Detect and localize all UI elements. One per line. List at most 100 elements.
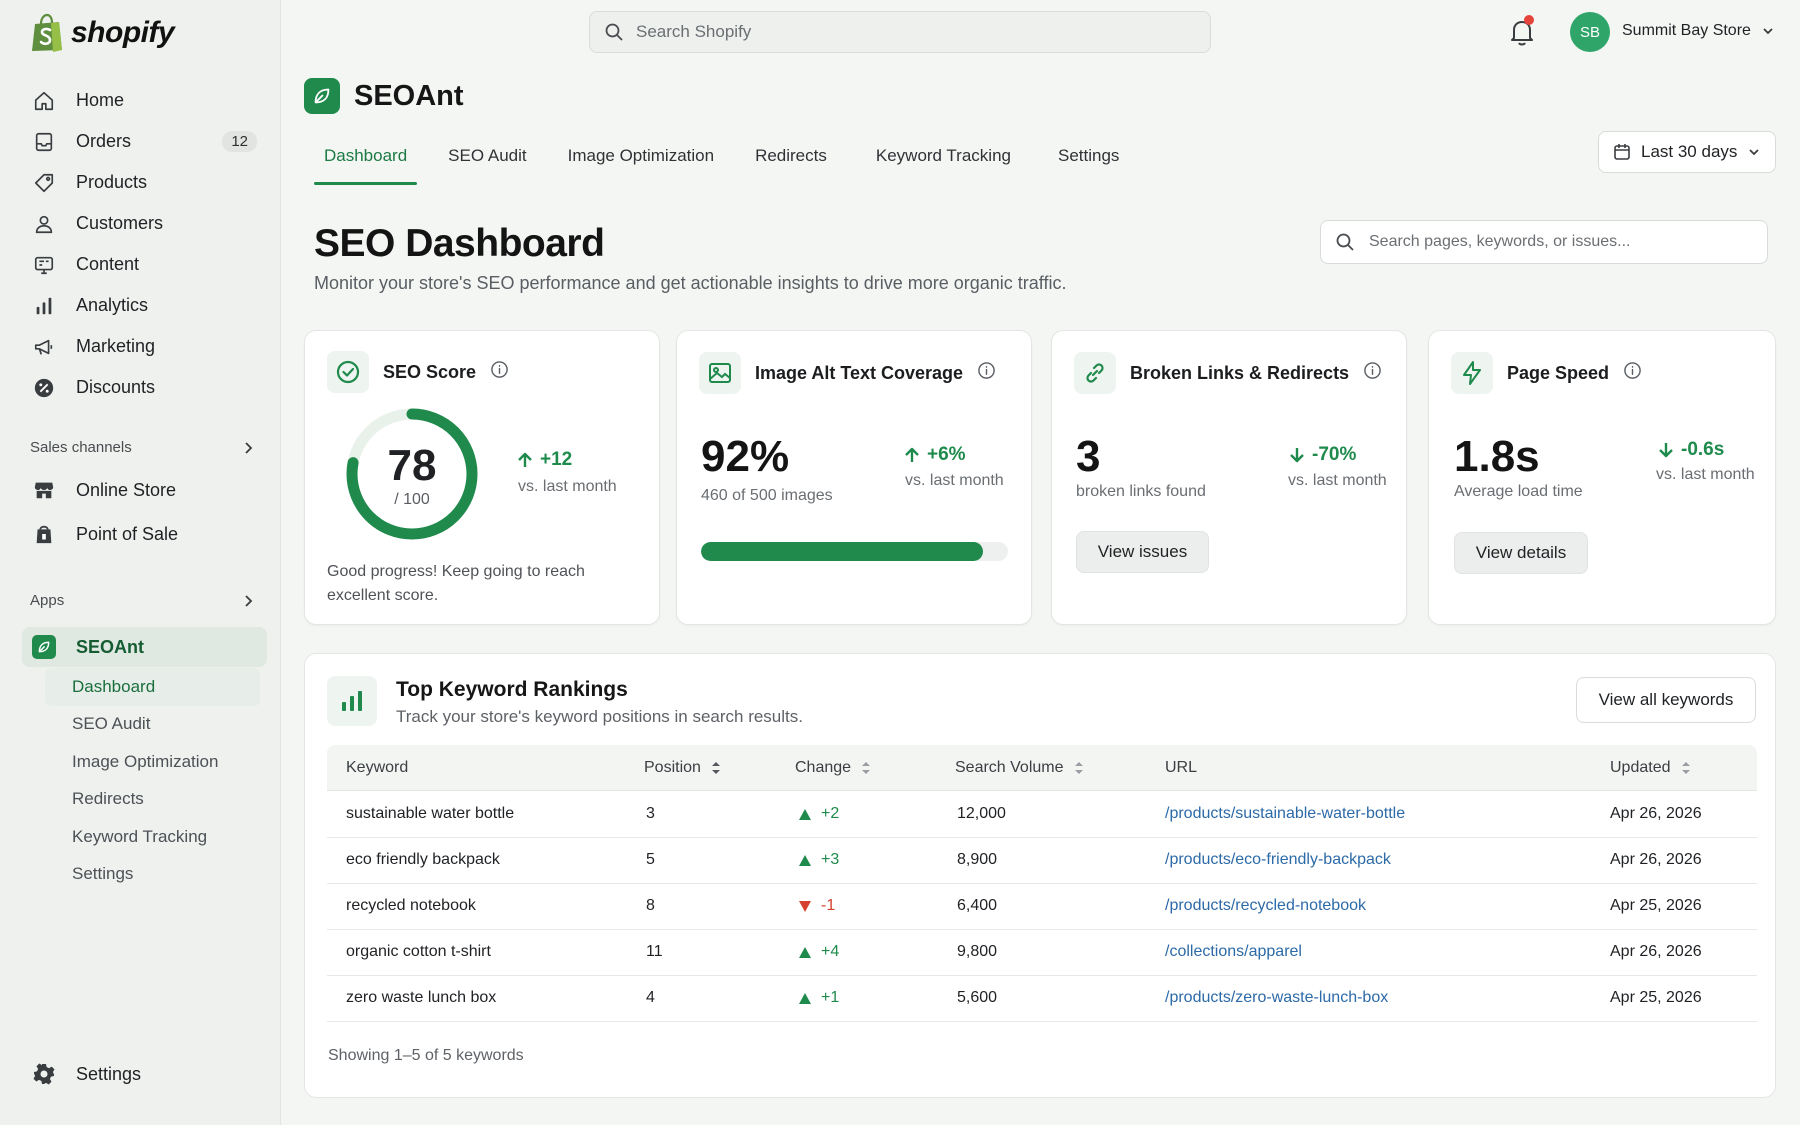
sidebar-item-label: Marketing	[76, 336, 156, 356]
tab-settings[interactable]: Settings	[1058, 146, 1120, 165]
cell-volume: 12,000	[957, 805, 1006, 822]
subnav-settings[interactable]: Settings	[72, 864, 134, 884]
cell-change: +1	[799, 989, 839, 1007]
cell-updated: Apr 26, 2026	[1610, 943, 1702, 960]
cell-change: -1	[799, 897, 835, 915]
link-icon	[1074, 352, 1116, 394]
table-row[interactable]: recycled notebook 8 -1 6,400 /products/r…	[327, 884, 1757, 930]
global-search-input[interactable]: Search Shopify	[589, 11, 1211, 53]
sidebar-item-label: Online Store	[76, 479, 177, 500]
apps-header[interactable]: Apps	[30, 592, 256, 609]
sidebar-item-label: Analytics	[76, 295, 149, 315]
subnav-redirects[interactable]: Redirects	[72, 789, 144, 809]
cell-url-link[interactable]: /products/sustainable-water-bottle	[1165, 805, 1406, 822]
sidebar-item-settings[interactable]: Settings	[32, 1062, 141, 1086]
keyword-rankings-title: Top Keyword Rankings	[396, 678, 628, 701]
view-details-button[interactable]: View details	[1454, 532, 1588, 574]
tab-image-optimization[interactable]: Image Optimization	[567, 146, 715, 165]
sidebar-item-home[interactable]: Home	[22, 80, 267, 121]
sidebar: shopify Home Orders 12 Products Customer…	[0, 0, 281, 1125]
sales-channels-label: Sales channels	[30, 439, 132, 456]
broken-links-title: Broken Links & Redirects	[1130, 362, 1350, 383]
subnav-keyword-tracking[interactable]: Keyword Tracking	[72, 826, 208, 846]
column-header-url: URL	[1165, 759, 1197, 777]
tab-seo-audit[interactable]: SEO Audit	[448, 146, 527, 165]
shopify-logo[interactable]: shopify	[29, 13, 175, 53]
seo-score-note: Good progress! Keep going to reach excel…	[327, 563, 585, 604]
subnav-seo-audit[interactable]: SEO Audit	[72, 714, 151, 734]
table-row[interactable]: zero waste lunch box 4 +1 5,600 /product…	[327, 976, 1757, 1022]
seo-score-value: 78	[387, 441, 437, 490]
sidebar-item-point-of-sale[interactable]: Point of Sale	[22, 512, 267, 556]
sidebar-item-online-store[interactable]: Online Store	[22, 468, 267, 512]
sidebar-item-products[interactable]: Products	[22, 162, 267, 203]
search-icon	[1336, 233, 1354, 251]
cell-volume: 5,600	[957, 989, 998, 1006]
sidebar-item-customers[interactable]: Customers	[22, 203, 267, 244]
subnav-image-optimization[interactable]: Image Optimization	[72, 751, 219, 771]
column-header-search-volume[interactable]: Search Volume	[955, 759, 1084, 777]
sort-icon	[711, 762, 720, 774]
triangle-up-icon	[799, 808, 811, 820]
page-speed-delta-note: vs. last month	[1656, 466, 1755, 483]
info-icon[interactable]	[1623, 361, 1642, 385]
sales-channels-header[interactable]: Sales channels	[30, 439, 256, 456]
sidebar-item-label: Content	[76, 254, 140, 274]
cell-url-link[interactable]: /products/recycled-notebook	[1165, 897, 1366, 914]
column-header-updated[interactable]: Updated	[1610, 759, 1691, 777]
cell-updated: Apr 26, 2026	[1610, 805, 1702, 822]
tab-redirects[interactable]: Redirects	[755, 146, 827, 165]
sidebar-item-orders[interactable]: Orders 12	[22, 121, 267, 162]
alt-text-delta-note: vs. last month	[905, 472, 1004, 489]
view-issues-button[interactable]: View issues	[1076, 531, 1209, 573]
info-icon[interactable]	[977, 361, 996, 385]
date-range-picker[interactable]: Last 30 days	[1598, 131, 1776, 173]
table-row[interactable]: eco friendly backpack 5 +3 8,900 /produc…	[327, 838, 1757, 884]
table-row[interactable]: organic cotton t-shirt 11 +4 9,800 /coll…	[327, 930, 1757, 976]
cell-position: 5	[646, 851, 655, 868]
view-all-keywords-button[interactable]: View all keywords	[1576, 677, 1756, 723]
cell-url-link[interactable]: /products/zero-waste-lunch-box	[1165, 989, 1389, 1006]
table-row[interactable]: sustainable water bottle 3 +2 12,000 /pr…	[327, 792, 1757, 838]
alt-text-delta: +6%	[903, 444, 966, 466]
page-search-input[interactable]: Search pages, keywords, or issues...	[1320, 220, 1768, 264]
alt-text-progress-fill	[701, 542, 984, 561]
avatar[interactable]: SB	[1570, 12, 1610, 52]
info-icon[interactable]	[490, 360, 509, 384]
sidebar-item-marketing[interactable]: Marketing	[22, 326, 267, 367]
column-header-position[interactable]: Position	[644, 759, 721, 777]
cell-change: +4	[799, 943, 839, 961]
sidebar-item-content[interactable]: Content	[22, 244, 267, 285]
subnav-dashboard[interactable]: Dashboard	[45, 668, 260, 706]
cell-change-value: +3	[821, 851, 840, 868]
cell-url-link[interactable]: /products/eco-friendly-backpack	[1165, 851, 1391, 868]
seo-score-gauge	[346, 408, 478, 540]
broken-links-delta: -70%	[1288, 444, 1356, 466]
triangle-up-icon	[799, 854, 811, 866]
tab-keyword-tracking[interactable]: Keyword Tracking	[875, 146, 1011, 165]
cell-updated: Apr 25, 2026	[1610, 989, 1702, 1006]
seo-score-gauge-fill	[346, 408, 478, 540]
cell-volume: 8,900	[957, 851, 998, 868]
sidebar-item-analytics[interactable]: Analytics	[22, 285, 267, 326]
seoant-subnav: Dashboard SEO Audit Image Optimization R…	[45, 668, 260, 893]
seo-score-delta-note: vs. last month	[518, 478, 617, 495]
sidebar-item-seoant[interactable]: SEOAnt	[22, 627, 267, 667]
sort-icon	[1681, 762, 1690, 774]
bar-chart-icon	[327, 676, 377, 726]
sidebar-item-discounts[interactable]: Discounts	[22, 367, 267, 408]
content-icon	[32, 253, 56, 277]
bell-icon[interactable]	[1508, 17, 1536, 47]
cell-position: 4	[646, 989, 655, 1006]
cell-url-link[interactable]: /collections/apparel	[1165, 943, 1302, 960]
tab-dashboard[interactable]: Dashboard	[314, 140, 418, 185]
cell-keyword: recycled notebook	[346, 897, 476, 914]
sidebar-item-label: Orders	[76, 131, 132, 151]
column-header-change[interactable]: Change	[795, 759, 871, 777]
info-icon[interactable]	[1363, 361, 1382, 385]
sidebar-item-label: Discounts	[76, 377, 156, 397]
page-speed-sub: Average load time	[1454, 483, 1583, 500]
cell-position: 3	[646, 805, 655, 822]
gear-icon	[33, 1063, 55, 1085]
store-switcher[interactable]: Summit Bay Store	[1622, 22, 1775, 40]
